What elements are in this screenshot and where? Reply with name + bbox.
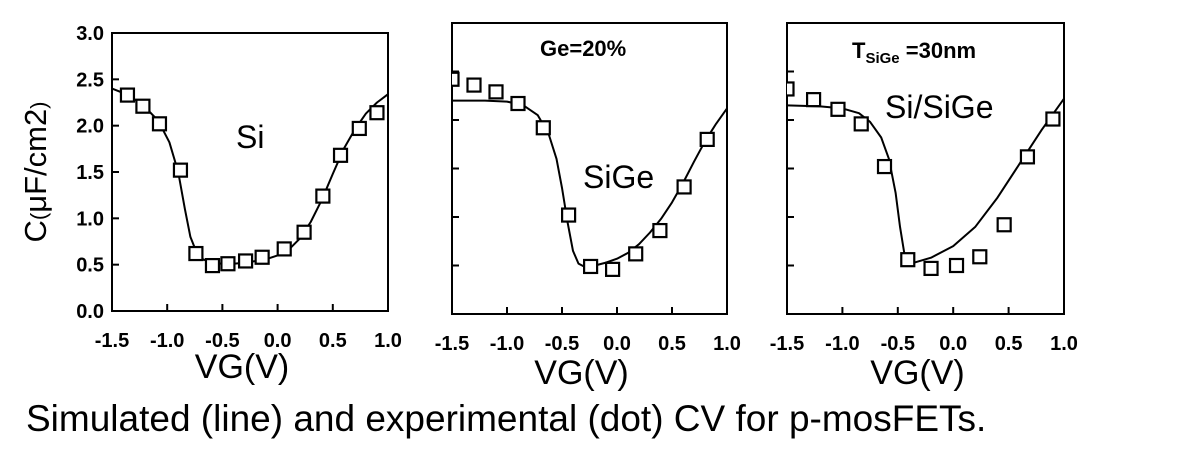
x-axis-label: VG(V): [870, 354, 964, 392]
y-axis-label-part: μ: [18, 195, 53, 213]
annotation-label-part: T: [852, 38, 866, 63]
experimental-point: [948, 257, 965, 274]
experimental-point: [560, 207, 577, 223]
x-tick-label: 1.0: [1050, 333, 1078, 355]
experimental-point: [628, 246, 644, 262]
y-axis-label: C(μF/cm2): [18, 101, 53, 242]
figure-caption: Simulated (line) and experimental (dot) …: [26, 398, 987, 439]
x-tick-label: 0.5: [319, 330, 347, 352]
x-tick-label: -1.0: [825, 333, 859, 355]
experimental-point: [151, 116, 168, 132]
experimental-point: [1045, 111, 1061, 127]
x-tick-label: -0.5: [881, 333, 915, 355]
experimental-point: [276, 241, 292, 257]
annotation-label-part: =30nm: [900, 38, 976, 63]
x-tick-label: 0.0: [939, 333, 967, 355]
experimental-point: [604, 261, 621, 277]
experimental-point: [119, 87, 136, 103]
x-axis-label: VG(V): [534, 354, 628, 392]
experimental-point: [220, 256, 236, 272]
x-tick-label: 0.5: [995, 333, 1023, 355]
annotation-label: Ge=20%: [540, 36, 626, 61]
x-tick-label: -1.5: [770, 333, 804, 355]
y-tick-label: 0.0: [76, 301, 104, 323]
plot-data: [112, 87, 388, 274]
chart-panel-2: -1.5 -1.0 -0.5 0.0 0.5 1.0 VG(V) Ge=20% SiGe: [435, 22, 741, 392]
y-tick-label: 3.0: [76, 23, 104, 45]
experimental-point: [237, 253, 254, 269]
experimental-point: [351, 120, 367, 137]
experimental-point: [876, 158, 893, 175]
x-tick-label: 1.0: [374, 330, 402, 352]
x-tick-label: 0.5: [658, 333, 686, 355]
x-axis-label: VG(V): [195, 348, 289, 386]
experimental-point: [900, 252, 916, 268]
experimental-point: [369, 105, 385, 121]
y-axis-label-part: ): [26, 101, 51, 108]
experimental-point: [805, 92, 822, 108]
chart-panel-3: -1.5 -1.0 -0.5 0.0 0.5 1.0 VG(V) TSiGe =30nm Si/…: [770, 22, 1078, 392]
annotation-label: Si: [236, 119, 264, 155]
experimental-point: [332, 147, 349, 163]
x-tick-label: 1.0: [713, 333, 741, 355]
x-tick-label: -1.5: [435, 333, 469, 355]
x-tick-label: 0.0: [603, 333, 631, 355]
experimental-point: [254, 249, 270, 265]
experimental-point: [296, 224, 312, 240]
experimental-point: [652, 222, 668, 239]
x-tick-label: -0.5: [545, 333, 579, 355]
simulated-line: [112, 87, 388, 265]
y-axis-label-part: F/cm2: [18, 109, 53, 195]
y-tick-label: 2.0: [76, 116, 104, 138]
annotation-label: Si/SiGe: [885, 89, 993, 125]
x-tick-label: -0.5: [205, 330, 239, 352]
plot-data: [787, 81, 1064, 277]
experimental-point: [135, 98, 151, 114]
y-tick-label: 2.5: [76, 69, 104, 91]
x-tick-label: -1.5: [95, 330, 129, 352]
experimental-point: [787, 81, 795, 97]
x-tick-label: -1.0: [490, 333, 524, 355]
annotation-label: TSiGe =30nm: [852, 38, 976, 67]
experimental-point: [204, 257, 221, 274]
y-axis-label-part: (: [26, 212, 51, 220]
annotation-label: SiGe: [583, 159, 654, 195]
experimental-point: [315, 188, 331, 204]
y-tick-label: 1.0: [76, 208, 104, 230]
experimental-point: [996, 217, 1012, 233]
y-tick-label: 1.5: [76, 162, 104, 184]
experimental-point: [972, 249, 988, 265]
experimental-point: [488, 84, 504, 100]
annotation-label-part: SiGe: [865, 50, 899, 67]
experimental-point: [923, 260, 939, 277]
experimental-point: [452, 71, 460, 87]
experimental-point: [582, 258, 599, 275]
plot-frame: [111, 32, 389, 312]
experimental-point: [172, 162, 189, 178]
x-tick-label: 0.0: [264, 330, 292, 352]
experimental-point: [699, 131, 715, 147]
y-axis-label-part: C: [18, 220, 53, 242]
y-tick-label: 0.5: [76, 255, 104, 277]
experimental-point: [510, 95, 526, 112]
chart-panel-1: -1.5 -1.0 -0.5 0.0 0.5 1.0 0.0 0.5 1.0 1.5 2.0 2.5 3…: [18, 23, 402, 386]
experimental-point: [535, 120, 551, 136]
experimental-point: [830, 101, 846, 117]
plot-data: [452, 71, 727, 277]
experimental-point: [676, 179, 692, 195]
experimental-point: [466, 77, 482, 93]
experimental-point: [1019, 149, 1036, 165]
x-tick-label: -1.0: [150, 330, 184, 352]
experimental-point: [853, 116, 869, 132]
experimental-point: [188, 245, 204, 262]
